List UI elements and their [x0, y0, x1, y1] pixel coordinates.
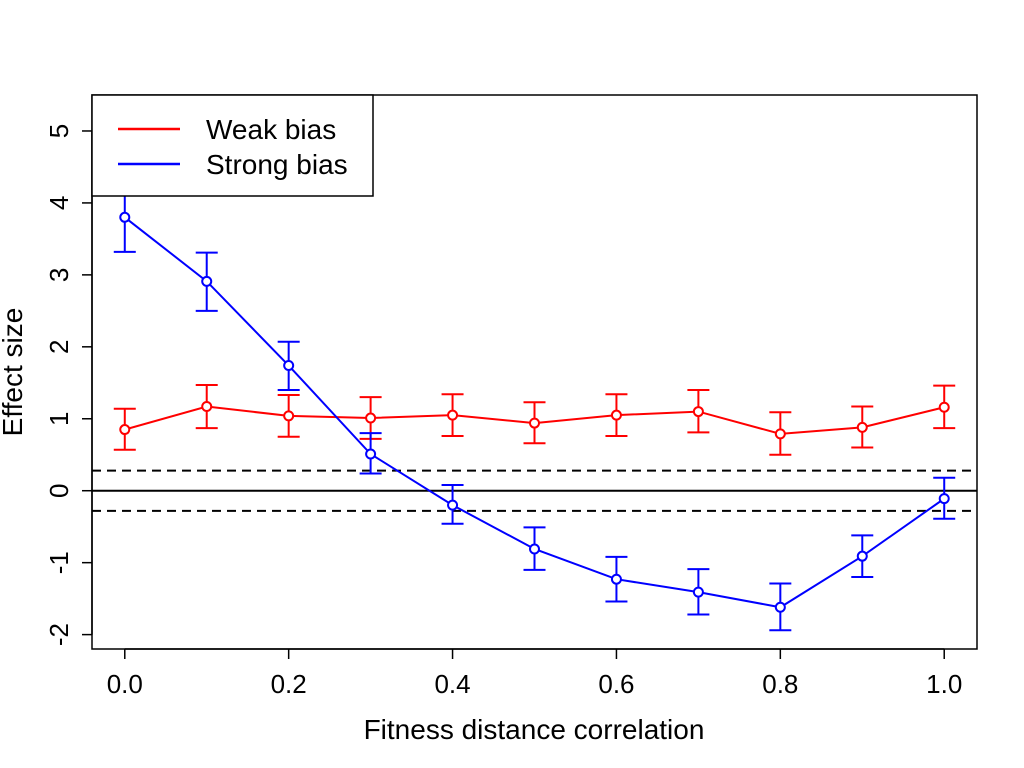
x-axis-title: Fitness distance correlation [364, 714, 705, 745]
series-layer [113, 183, 956, 632]
y-axis: -2 -1 0 1 2 3 4 5 [44, 124, 93, 646]
x-tick-label: 1.0 [926, 669, 962, 699]
data-point [856, 421, 868, 433]
data-point [283, 360, 295, 372]
data-point [201, 401, 213, 413]
legend: Weak bias Strong bias [91, 94, 374, 197]
legend-label-weak-bias: Weak bias [206, 114, 336, 145]
x-tick-label: 0.4 [434, 669, 470, 699]
data-point [447, 499, 459, 511]
x-tick-label: 0.2 [271, 669, 307, 699]
y-tick-label: 0 [44, 483, 74, 497]
data-point [610, 573, 622, 585]
data-point [201, 275, 213, 287]
data-point [692, 586, 704, 598]
data-point [856, 550, 868, 562]
legend-label-strong-bias: Strong bias [206, 149, 348, 180]
data-point [938, 493, 950, 505]
x-tick-label: 0.8 [762, 669, 798, 699]
data-point [119, 211, 131, 223]
y-tick-label: -1 [44, 551, 74, 574]
data-point [774, 428, 786, 440]
y-tick-label: 5 [44, 124, 74, 138]
data-point [692, 406, 704, 418]
data-point [774, 601, 786, 613]
data-point [529, 543, 540, 555]
data-point [938, 401, 950, 413]
series-weak-bias [113, 383, 956, 456]
data-point [365, 412, 377, 424]
data-point [610, 409, 622, 421]
y-tick-label: 4 [44, 196, 74, 210]
data-point [283, 410, 295, 422]
legend-box [91, 94, 374, 197]
data-point [529, 417, 540, 429]
y-tick-label: 3 [44, 268, 74, 282]
y-tick-label: 2 [44, 340, 74, 354]
y-axis-title: Effect size [0, 308, 28, 437]
reference-lines [92, 469, 977, 512]
data-point [365, 448, 377, 460]
y-tick-label: -2 [44, 623, 74, 646]
x-tick-label: 0.6 [598, 669, 634, 699]
x-axis: 0.0 0.2 0.4 0.6 0.8 1.0 [107, 648, 962, 699]
x-tick-label: 0.0 [107, 669, 143, 699]
data-point [447, 409, 459, 421]
y-tick-label: 1 [44, 412, 74, 426]
data-point [119, 424, 131, 436]
